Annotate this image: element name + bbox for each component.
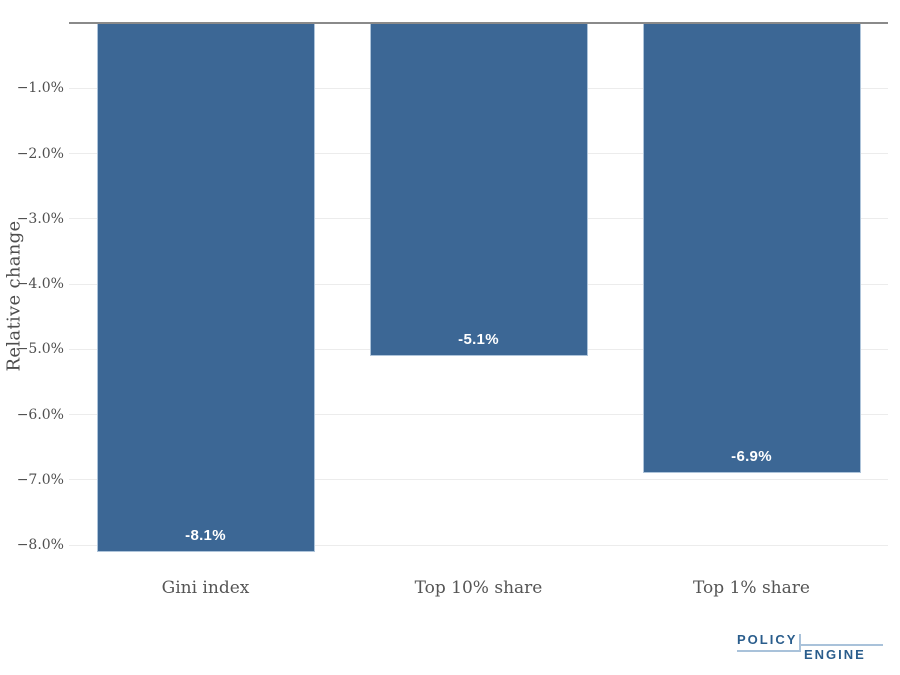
- y-tick-label: −4.0%: [16, 276, 64, 292]
- policyengine-logo: POLICY ENGINE: [737, 632, 887, 664]
- x-tick-label: Gini index: [161, 578, 250, 598]
- y-tick-label: −8.0%: [16, 537, 64, 553]
- y-tick-label: −3.0%: [16, 210, 64, 227]
- bar-gini-index: -8.1%: [96, 23, 315, 552]
- x-axis-zero-line: [69, 22, 888, 24]
- y-axis-title: Relative change: [3, 220, 25, 372]
- y-tick-label: −5.0%: [16, 341, 64, 358]
- gridline: [69, 414, 888, 415]
- logo-bracket-bottom-icon: [737, 642, 801, 652]
- y-tick-label: −7.0%: [16, 471, 64, 488]
- gridline: [69, 479, 888, 481]
- logo-text-policy: POLICY: [737, 632, 798, 647]
- y-tick-label: −2.0%: [16, 145, 64, 162]
- gridline: [69, 544, 888, 546]
- bar-value-label: -8.1%: [185, 526, 226, 544]
- x-tick-label: Top 10% share: [414, 578, 543, 598]
- bar-value-label: -6.9%: [731, 448, 772, 466]
- y-tick-label: −1.0%: [16, 80, 64, 97]
- y-tick-label: −6.0%: [16, 406, 64, 423]
- bar-top-1-share: -6.9%: [642, 23, 861, 474]
- bar-top-10-share: -5.1%: [369, 23, 588, 356]
- bar-value-label: -5.1%: [458, 330, 499, 348]
- x-tick-label: Top 1% share: [693, 578, 810, 598]
- logo-text-engine: ENGINE: [804, 647, 866, 662]
- logo-bracket-top-icon: [799, 634, 883, 646]
